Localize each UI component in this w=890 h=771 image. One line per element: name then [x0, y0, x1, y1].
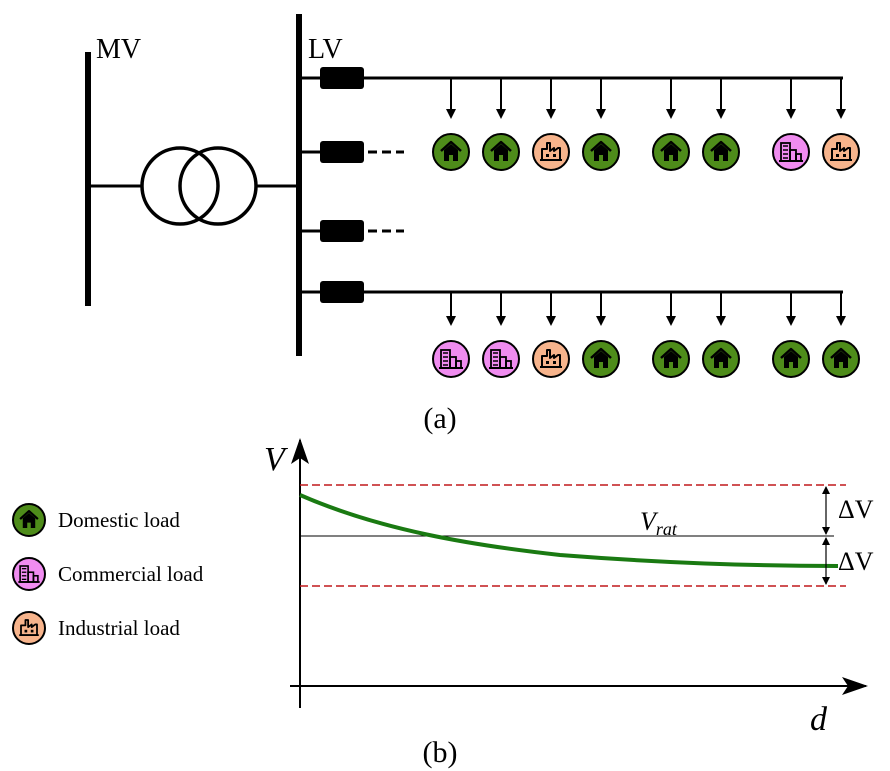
commercial-load-icon	[12, 557, 46, 591]
voltage-profile-curve	[299, 493, 839, 568]
domestic-load-icon	[652, 340, 690, 378]
feeder-4	[299, 281, 843, 303]
rated-voltage-label: Vrat	[640, 507, 678, 539]
delta-v-upper-label: ΔV	[838, 495, 874, 524]
domestic-load-icon	[582, 133, 620, 171]
breaker-icon	[320, 141, 364, 163]
caption-a: (a)	[423, 402, 456, 435]
commercial-load-icon	[432, 340, 470, 378]
feeder-3	[299, 220, 404, 242]
domestic-load-icon	[772, 340, 810, 378]
caption-b: (b)	[423, 736, 458, 769]
feeder-2	[299, 141, 404, 163]
transformer-icon	[140, 146, 258, 226]
feeder-1-loads	[432, 78, 860, 171]
network-diagram: MV LV	[85, 14, 860, 435]
domestic-load-icon	[432, 133, 470, 171]
domestic-load-icon	[482, 133, 520, 171]
domestic-load-icon	[12, 503, 46, 537]
industrial-load-icon	[822, 133, 860, 171]
commercial-load-icon	[772, 133, 810, 171]
legend-label: Industrial load	[58, 616, 180, 640]
industrial-load-icon	[532, 133, 570, 171]
y-axis-label: V	[264, 441, 289, 478]
legend-item-domestic: Domestic load	[12, 503, 180, 537]
legend-item-industrial: Industrial load	[12, 611, 180, 645]
domestic-load-icon	[702, 133, 740, 171]
domestic-load-icon	[582, 340, 620, 378]
industrial-load-icon	[12, 611, 46, 645]
breaker-icon	[320, 220, 364, 242]
legend-label: Commercial load	[58, 562, 204, 586]
industrial-load-icon	[532, 340, 570, 378]
domestic-load-icon	[652, 133, 690, 171]
feeder-4-loads	[432, 292, 860, 378]
delta-v-lower-label: ΔV	[838, 547, 874, 576]
mv-label: MV	[96, 34, 141, 65]
load-legend: Domestic load Commercial load Industrial l…	[12, 503, 204, 645]
commercial-load-icon	[482, 340, 520, 378]
legend-label: Domestic load	[58, 508, 180, 532]
feeder-1	[299, 67, 843, 89]
lv-label: LV	[308, 34, 343, 65]
x-axis-label: d	[810, 701, 828, 738]
legend-item-commercial: Commercial load	[12, 557, 204, 591]
breaker-icon	[320, 67, 364, 89]
breaker-icon	[320, 281, 364, 303]
voltage-profile-plot: V d Vrat ΔV ΔV (b)	[264, 438, 874, 769]
domestic-load-icon	[702, 340, 740, 378]
domestic-load-icon	[822, 340, 860, 378]
